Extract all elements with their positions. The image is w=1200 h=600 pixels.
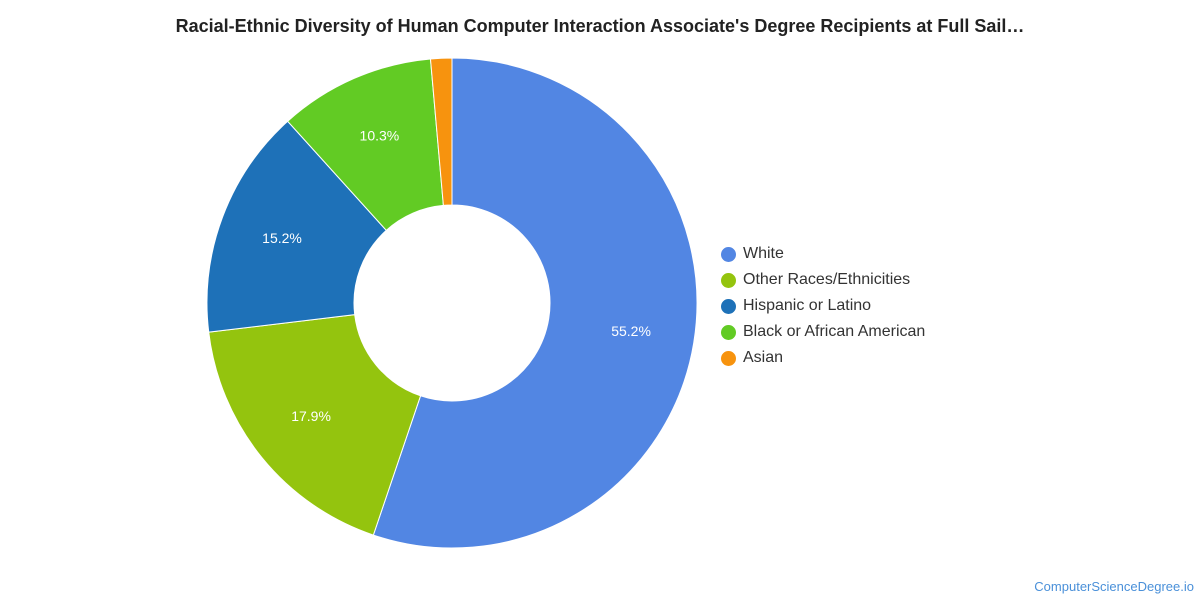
legend-label: White xyxy=(743,245,784,262)
data-label-hispanic-or-latino: 15.2% xyxy=(262,230,302,246)
legend-item-white[interactable]: White xyxy=(721,241,925,267)
legend-label: Asian xyxy=(743,349,784,366)
slice-white[interactable] xyxy=(372,57,698,549)
data-label-other-races-ethnicities: 17.9% xyxy=(291,408,331,424)
legend-label: Hispanic or Latino xyxy=(743,297,872,314)
slice-hispanic-or-latino[interactable] xyxy=(206,120,387,333)
legend-swatch xyxy=(721,324,736,340)
slices-group xyxy=(206,57,698,549)
legend-item-hispanic-or-latino[interactable]: Hispanic or Latino xyxy=(721,293,925,319)
legend-swatch xyxy=(721,350,736,366)
legend-label: Other Races/Ethnicities xyxy=(743,271,911,288)
chart-title: Racial-Ethnic Diversity of Human Compute… xyxy=(175,16,1025,36)
slice-asian[interactable] xyxy=(429,57,453,206)
legend-swatch xyxy=(721,298,736,314)
legend-item-black-or-african-american[interactable]: Black or African American xyxy=(721,319,925,345)
legend-item-other-races-ethnicities[interactable]: Other Races/Ethnicities xyxy=(721,267,925,293)
legend-swatch xyxy=(721,272,736,288)
legend-label: Black or African American xyxy=(743,323,926,340)
data-labels-group: 55.2% 17.9% 15.2% 10.3% xyxy=(262,127,651,424)
legend-item-asian[interactable]: Asian xyxy=(721,345,925,371)
data-label-white: 55.2% xyxy=(611,323,651,339)
legend-swatch xyxy=(721,246,736,262)
source-credit[interactable]: ComputerScienceDegree.io xyxy=(1034,579,1194,594)
chart-legend: White Other Races/Ethnicities Hispanic or … xyxy=(721,241,925,371)
slice-other-races-ethnicities[interactable] xyxy=(208,314,422,536)
data-label-black-or-african-american: 10.3% xyxy=(360,127,400,143)
slice-black-or-african-american[interactable] xyxy=(286,58,444,232)
